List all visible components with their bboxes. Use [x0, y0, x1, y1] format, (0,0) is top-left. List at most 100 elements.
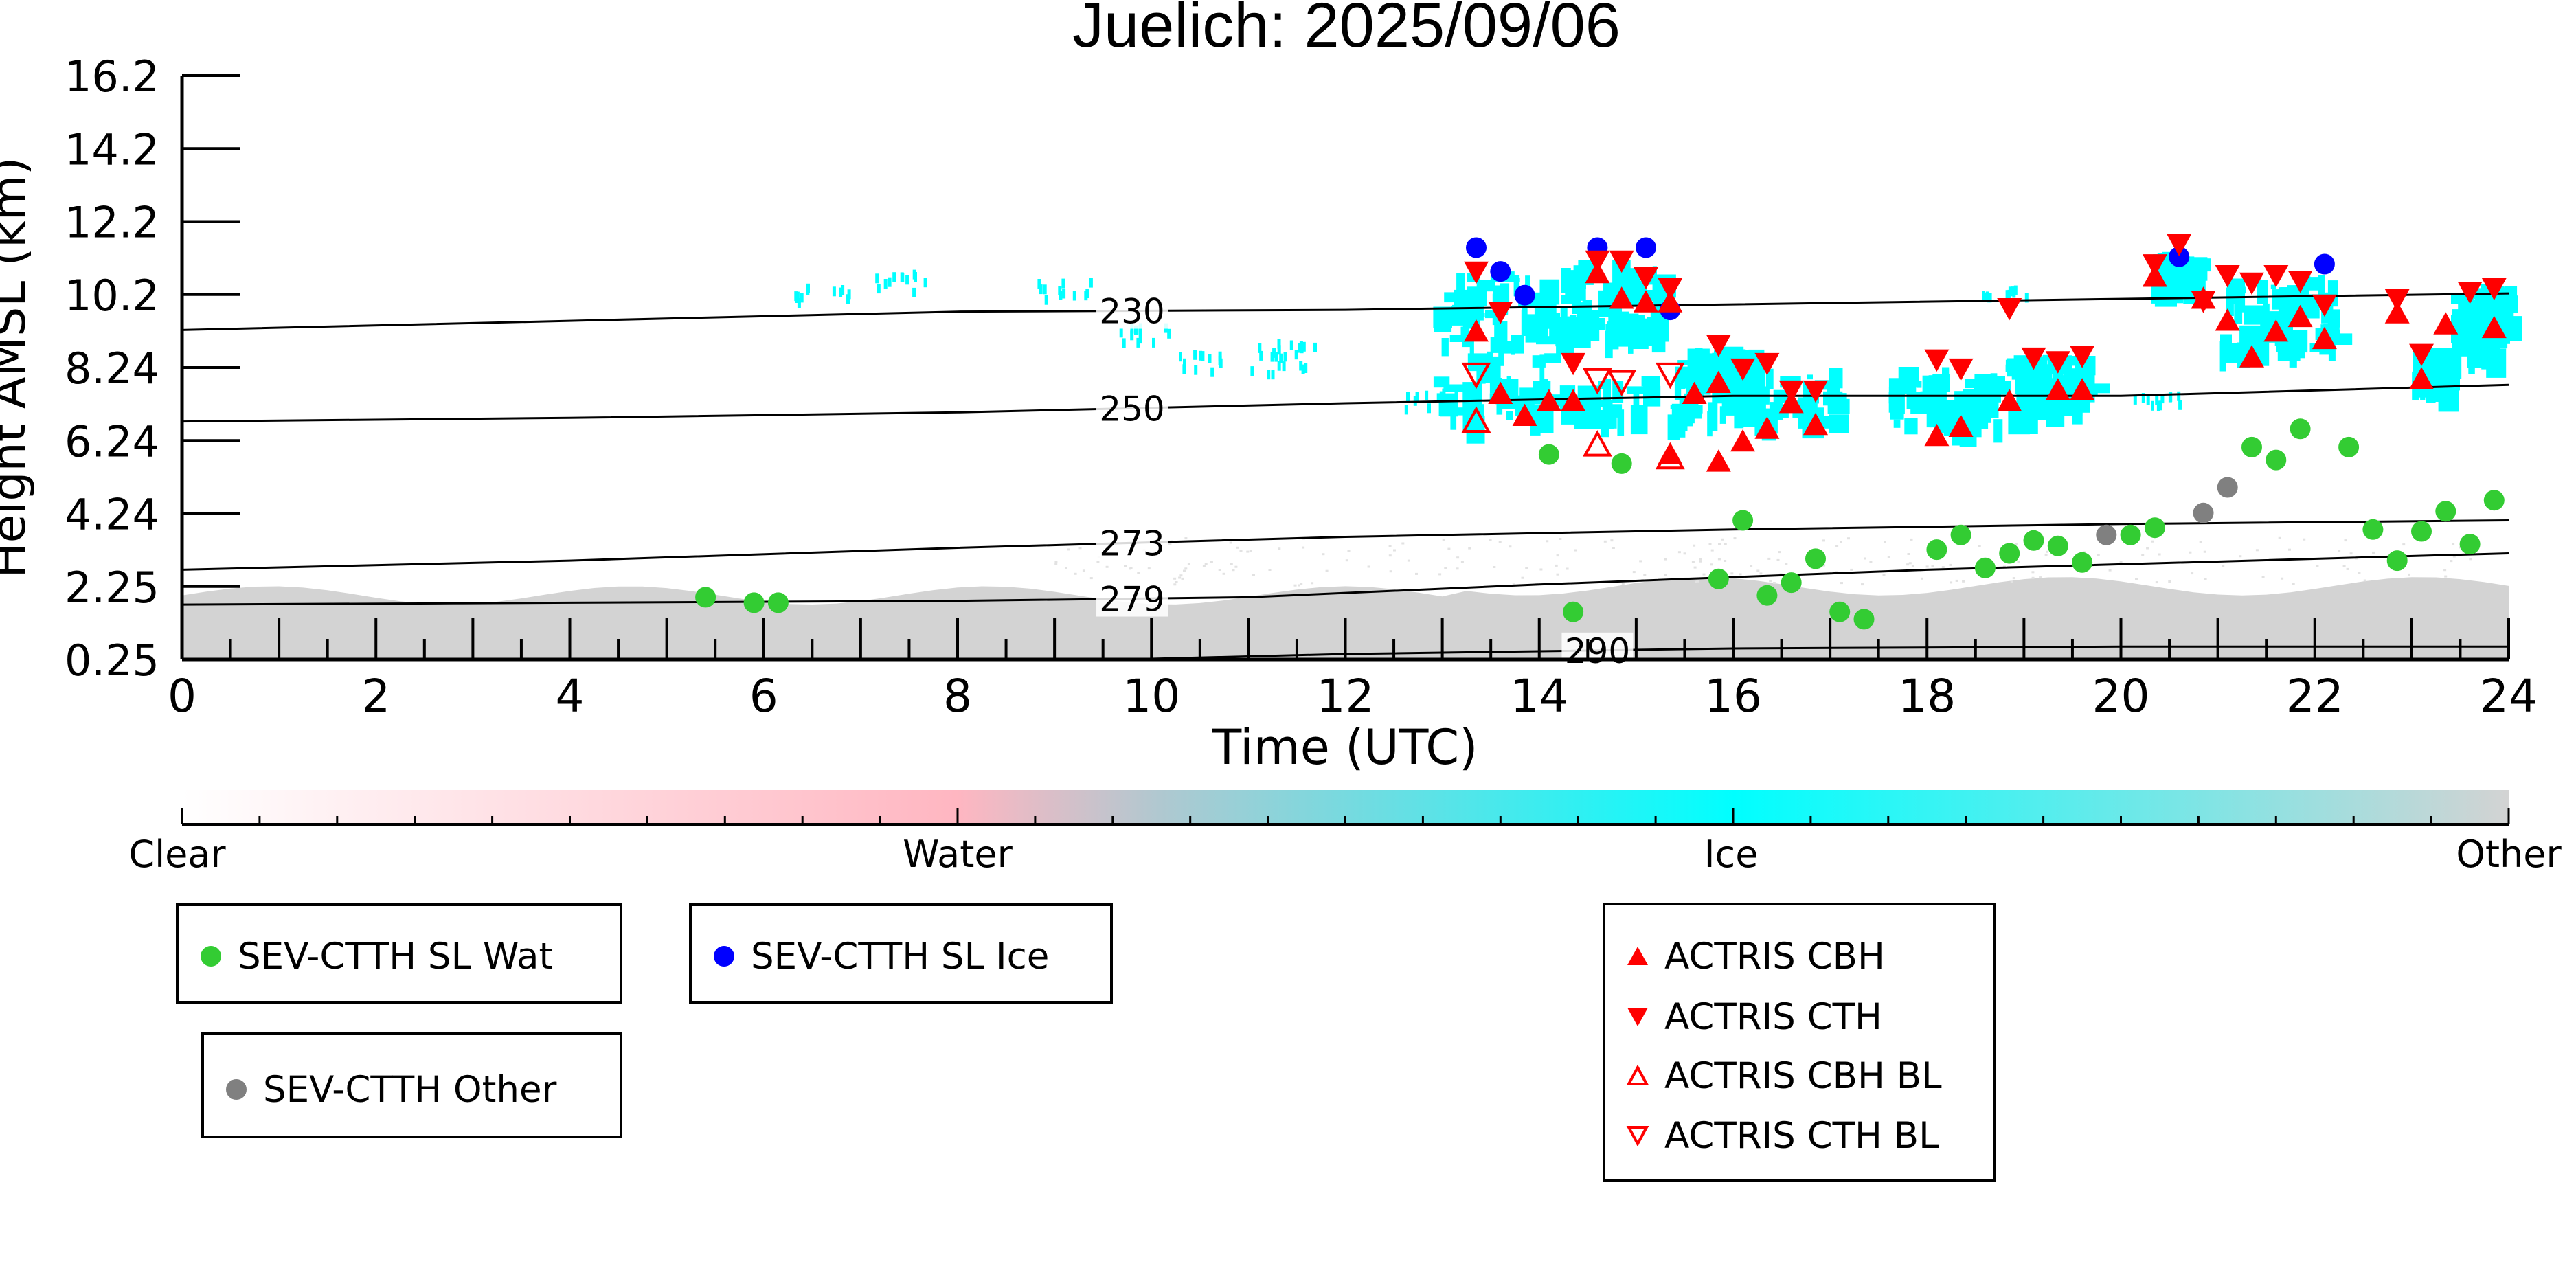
- low-cloud-speck: [2372, 551, 2375, 554]
- ice-cloud-pixel: [2024, 374, 2031, 395]
- marker-sev-ctth-sl-wat: [2483, 490, 2505, 511]
- ice-cloud-pixel: [2226, 287, 2234, 317]
- ice-cloud-pixel: [1628, 325, 1634, 354]
- marker-sev-ctth-sl-wat: [2120, 524, 2141, 545]
- low-cloud-speck: [1850, 568, 1853, 571]
- marker-actris-cth: [1948, 358, 1974, 381]
- low-cloud-speck: [2344, 539, 2347, 542]
- ice-cloud-pixel: [1707, 411, 1713, 437]
- ice-cloud-pixel: [2486, 348, 2507, 378]
- marker-sev-ctth-sl-ice: [1466, 237, 1487, 258]
- marker-sev-ctth-sl-ice: [1490, 261, 1511, 282]
- ice-cloud-streak: [1130, 330, 1134, 341]
- ice-cloud-pixel: [1965, 379, 1974, 389]
- marker-sev-ctth-sl-wat: [2047, 535, 2068, 556]
- marker-actris-cth: [1803, 380, 1828, 403]
- y-tick-label: 8.24: [65, 343, 159, 394]
- ice-cloud-pixel: [1934, 387, 1941, 413]
- low-cloud-speck: [1367, 565, 1370, 568]
- ice-cloud-pixel: [2292, 330, 2308, 353]
- x-tick-label: 0: [168, 670, 196, 723]
- ice-cloud-pixel: [1807, 374, 1813, 380]
- colorbar: Clear Water Ice Other: [128, 790, 2562, 876]
- low-cloud-speck: [2450, 560, 2453, 563]
- low-cloud-speck: [1861, 583, 1864, 586]
- low-cloud-speck: [2014, 543, 2018, 545]
- marker-sev-ctth-sl-wat: [1538, 444, 1559, 465]
- marker-actris-cth: [1561, 352, 1586, 376]
- ice-cloud-streak: [846, 294, 850, 304]
- ice-cloud-pixel: [1601, 416, 1609, 438]
- ice-cloud-pixel: [1982, 383, 2001, 403]
- ice-cloud-streak: [888, 277, 892, 287]
- ice-cloud-pixel: [1576, 319, 1596, 325]
- low-cloud-speck: [1750, 565, 1753, 567]
- low-cloud-speck: [1489, 539, 1492, 541]
- ice-cloud-streak: [1183, 358, 1186, 368]
- marker-sev-ctth-sl-wat: [2072, 552, 2093, 573]
- ice-cloud-streak: [1274, 352, 1278, 362]
- low-cloud-speck: [2239, 555, 2242, 558]
- ice-cloud-pixel: [1538, 411, 1554, 433]
- marker-sev-ctth-sl-wat: [743, 592, 765, 613]
- ice-cloud-pixel: [1541, 379, 1548, 388]
- low-cloud-speck: [1691, 561, 1695, 563]
- low-cloud-speck: [2349, 552, 2353, 555]
- marker-actris-cth: [2021, 347, 2046, 370]
- low-cloud-speck: [1555, 564, 1558, 567]
- x-tick-label: 16: [1704, 670, 1762, 723]
- ice-cloud-streak: [1258, 343, 1262, 353]
- low-cloud-speck: [1962, 580, 1965, 583]
- ice-cloud-pixel: [2270, 284, 2276, 289]
- ice-cloud-pixel: [2500, 336, 2508, 349]
- marker-sev-ctth-other: [2096, 524, 2117, 545]
- ice-cloud-pixel: [2005, 359, 2020, 365]
- x-tick-label: 10: [1122, 670, 1180, 723]
- marker-actris-cth: [2457, 282, 2483, 304]
- low-cloud-speck: [1955, 579, 1958, 582]
- low-cloud-speck: [1887, 556, 1890, 558]
- ice-cloud-streak: [2007, 289, 2011, 300]
- ice-cloud-streak: [1283, 352, 1287, 362]
- marker-sev-ctth-sl-wat: [2338, 436, 2360, 457]
- low-cloud-speck: [2444, 575, 2448, 578]
- low-cloud-speck: [1252, 574, 1255, 576]
- ice-cloud-streak: [1201, 351, 1205, 361]
- x-tick-label: 22: [2286, 670, 2344, 723]
- ice-cloud-pixel: [2318, 275, 2325, 301]
- ice-cloud-streak: [797, 298, 801, 308]
- isotherm-label-290: 290: [1565, 631, 1630, 671]
- marker-actris-cbh: [1948, 414, 1974, 437]
- marker-sev-ctth-sl-wat: [1974, 557, 1996, 578]
- low-cloud-speck: [1840, 582, 1843, 585]
- legend-label-actris-cth-bl: ACTRIS CTH BL: [1664, 1114, 1939, 1157]
- marker-actris-cth: [2239, 272, 2264, 295]
- ice-cloud-pixel: [2452, 309, 2474, 331]
- marker-actris-cth: [2481, 278, 2507, 301]
- ice-cloud-streak: [1988, 293, 1992, 303]
- ice-cloud-streak: [1279, 353, 1283, 363]
- ice-cloud-pixel: [1438, 402, 1454, 416]
- low-cloud-speck: [1183, 569, 1186, 572]
- ice-cloud-pixel: [1644, 377, 1657, 396]
- ice-cloud-streak: [1299, 361, 1303, 371]
- y-ticks: 16.2 14.2 12.2 10.2 8.24 6.24 4.24 2.25 0.25: [65, 52, 240, 686]
- ice-cloud-streak: [2155, 395, 2159, 405]
- low-cloud-speck: [1175, 581, 1178, 583]
- low-cloud-speck: [1447, 547, 1451, 550]
- marker-actris-cth: [2191, 291, 2216, 313]
- ice-cloud-pixel: [1829, 368, 1843, 389]
- ice-cloud-streak: [1313, 342, 1317, 352]
- low-cloud-speck: [2012, 577, 2015, 580]
- low-cloud-speck: [1129, 567, 1131, 570]
- ice-cloud-pixel: [2496, 304, 2505, 319]
- low-cloud-speck: [1778, 551, 1781, 554]
- marker-actris-cbh: [2433, 312, 2459, 335]
- ice-cloud-streak: [892, 272, 896, 282]
- marker-actris-cbh: [1512, 403, 1537, 426]
- marker-actris-cbh: [1997, 389, 2022, 411]
- y-tick-label: 4.24: [65, 490, 159, 540]
- ice-cloud-streak: [2151, 400, 2154, 411]
- low-cloud-speck: [1696, 580, 1699, 583]
- legend-label-actris-cth: ACTRIS CTH: [1664, 995, 1882, 1038]
